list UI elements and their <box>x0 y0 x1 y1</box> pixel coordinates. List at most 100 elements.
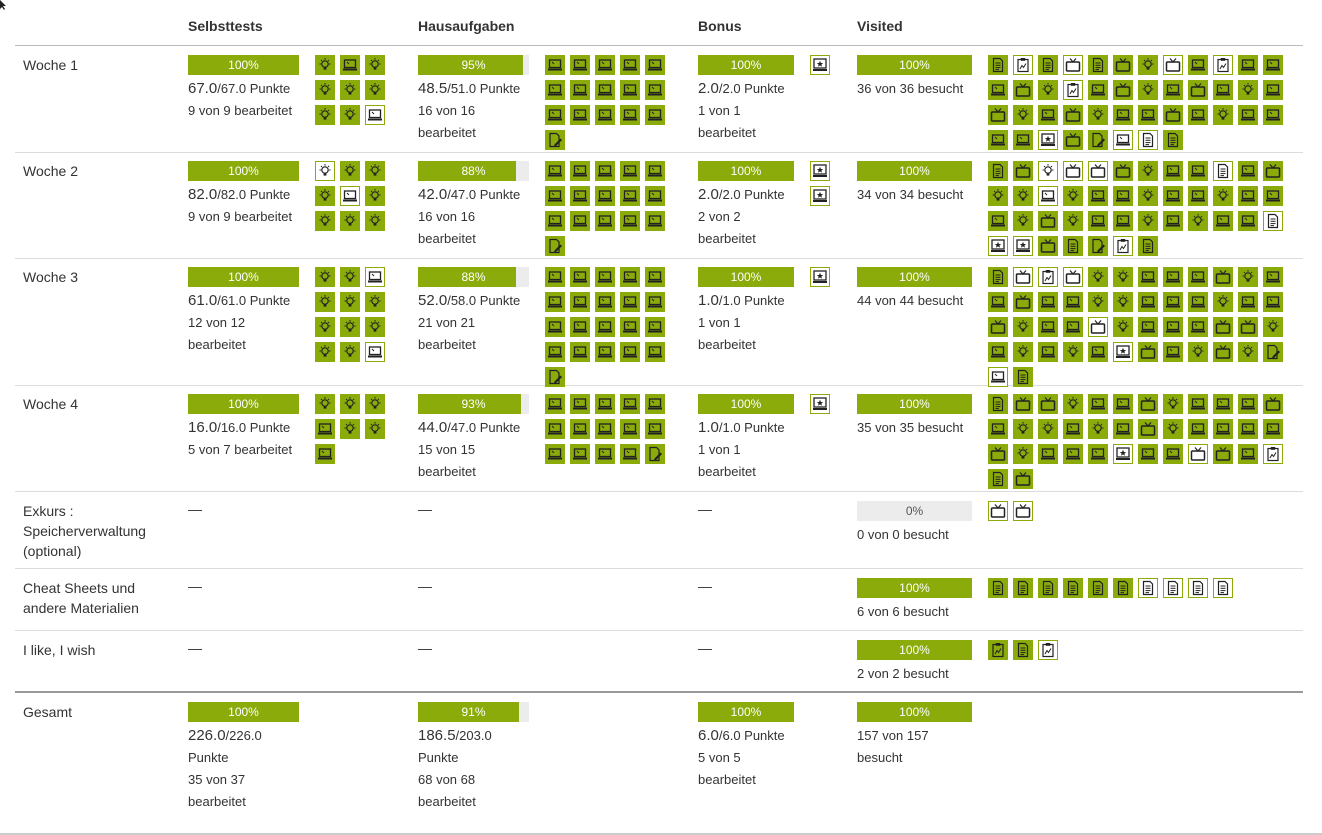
laptop-icon[interactable] <box>1163 161 1183 181</box>
laptop-icon[interactable] <box>1063 419 1083 439</box>
edit-document-icon[interactable] <box>1088 130 1108 150</box>
laptop-icon[interactable] <box>1138 292 1158 312</box>
video-icon[interactable] <box>988 501 1008 521</box>
laptop-icon[interactable] <box>545 444 565 464</box>
laptop-icon[interactable] <box>1088 80 1108 100</box>
laptop-icon[interactable] <box>988 211 1008 231</box>
clipboard-icon[interactable] <box>988 640 1008 660</box>
lightbulb-icon[interactable] <box>315 394 335 414</box>
edit-document-icon[interactable] <box>645 444 665 464</box>
lightbulb-icon[interactable] <box>365 292 385 312</box>
laptop-icon[interactable] <box>1188 419 1208 439</box>
lightbulb-icon[interactable] <box>1063 342 1083 362</box>
lightbulb-icon[interactable] <box>1138 80 1158 100</box>
clipboard-icon[interactable] <box>1263 444 1283 464</box>
laptop-icon[interactable] <box>1113 211 1133 231</box>
lightbulb-icon[interactable] <box>1038 80 1058 100</box>
laptop-icon[interactable] <box>595 444 615 464</box>
document-icon[interactable] <box>988 578 1008 598</box>
laptop-icon[interactable] <box>1188 394 1208 414</box>
lightbulb-icon[interactable] <box>365 186 385 206</box>
laptop-icon[interactable] <box>1188 267 1208 287</box>
lightbulb-icon[interactable] <box>1188 211 1208 231</box>
laptop-icon[interactable] <box>570 186 590 206</box>
video-icon[interactable] <box>1263 394 1283 414</box>
laptop-icon[interactable] <box>545 342 565 362</box>
laptop-icon[interactable] <box>545 161 565 181</box>
lightbulb-icon[interactable] <box>988 186 1008 206</box>
lightbulb-icon[interactable] <box>1038 161 1058 181</box>
laptop-icon[interactable] <box>1113 105 1133 125</box>
laptop-icon[interactable] <box>1138 317 1158 337</box>
video-icon[interactable] <box>1213 444 1233 464</box>
laptop-icon[interactable] <box>1038 317 1058 337</box>
laptop-icon[interactable] <box>1088 342 1108 362</box>
lightbulb-icon[interactable] <box>365 317 385 337</box>
laptop-icon[interactable] <box>1213 80 1233 100</box>
lightbulb-icon[interactable] <box>1113 317 1133 337</box>
laptop-icon[interactable] <box>1263 55 1283 75</box>
laptop-icon[interactable] <box>620 292 640 312</box>
lightbulb-icon[interactable] <box>1013 211 1033 231</box>
laptop-icon[interactable] <box>620 186 640 206</box>
document-icon[interactable] <box>1088 578 1108 598</box>
laptop-icon[interactable] <box>1038 292 1058 312</box>
laptop-icon[interactable] <box>1113 130 1133 150</box>
video-icon[interactable] <box>988 444 1008 464</box>
laptop-icon[interactable] <box>1188 105 1208 125</box>
lightbulb-icon[interactable] <box>1013 317 1033 337</box>
lightbulb-icon[interactable] <box>315 342 335 362</box>
lightbulb-icon[interactable] <box>1013 444 1033 464</box>
clipboard-icon[interactable] <box>1038 267 1058 287</box>
laptop-icon[interactable] <box>1213 394 1233 414</box>
lightbulb-icon[interactable] <box>1163 419 1183 439</box>
lightbulb-icon[interactable] <box>340 419 360 439</box>
video-icon[interactable] <box>1113 80 1133 100</box>
video-icon[interactable] <box>1063 267 1083 287</box>
laptop-icon[interactable] <box>1063 444 1083 464</box>
lightbulb-icon[interactable] <box>340 292 360 312</box>
video-icon[interactable] <box>1138 394 1158 414</box>
laptop-icon[interactable] <box>1163 211 1183 231</box>
document-icon[interactable] <box>988 394 1008 414</box>
laptop-icon[interactable] <box>1163 186 1183 206</box>
laptop-icon[interactable] <box>645 267 665 287</box>
laptop-icon[interactable] <box>1163 444 1183 464</box>
award-icon[interactable] <box>810 186 830 206</box>
laptop-icon[interactable] <box>645 419 665 439</box>
laptop-icon[interactable] <box>988 80 1008 100</box>
laptop-icon[interactable] <box>315 419 335 439</box>
laptop-icon[interactable] <box>1038 444 1058 464</box>
document-icon[interactable] <box>1263 211 1283 231</box>
lightbulb-icon[interactable] <box>1213 105 1233 125</box>
laptop-icon[interactable] <box>545 55 565 75</box>
clipboard-icon[interactable] <box>1063 80 1083 100</box>
laptop-icon[interactable] <box>595 211 615 231</box>
laptop-icon[interactable] <box>620 394 640 414</box>
laptop-icon[interactable] <box>1038 105 1058 125</box>
laptop-icon[interactable] <box>1263 419 1283 439</box>
laptop-icon[interactable] <box>1238 55 1258 75</box>
laptop-icon[interactable] <box>595 419 615 439</box>
laptop-icon[interactable] <box>1238 105 1258 125</box>
laptop-icon[interactable] <box>1263 267 1283 287</box>
lightbulb-icon[interactable] <box>1138 211 1158 231</box>
laptop-icon[interactable] <box>595 292 615 312</box>
document-icon[interactable] <box>1038 578 1058 598</box>
laptop-icon[interactable] <box>570 419 590 439</box>
laptop-icon[interactable] <box>1213 211 1233 231</box>
video-icon[interactable] <box>1163 55 1183 75</box>
lightbulb-icon[interactable] <box>1113 267 1133 287</box>
laptop-icon[interactable] <box>595 55 615 75</box>
laptop-icon[interactable] <box>620 55 640 75</box>
laptop-icon[interactable] <box>1088 394 1108 414</box>
lightbulb-icon[interactable] <box>1013 105 1033 125</box>
lightbulb-icon[interactable] <box>315 161 335 181</box>
edit-document-icon[interactable] <box>1263 342 1283 362</box>
laptop-icon[interactable] <box>1163 267 1183 287</box>
lightbulb-icon[interactable] <box>1038 419 1058 439</box>
video-icon[interactable] <box>1013 80 1033 100</box>
laptop-icon[interactable] <box>1113 186 1133 206</box>
lightbulb-icon[interactable] <box>340 317 360 337</box>
lightbulb-icon[interactable] <box>1238 80 1258 100</box>
